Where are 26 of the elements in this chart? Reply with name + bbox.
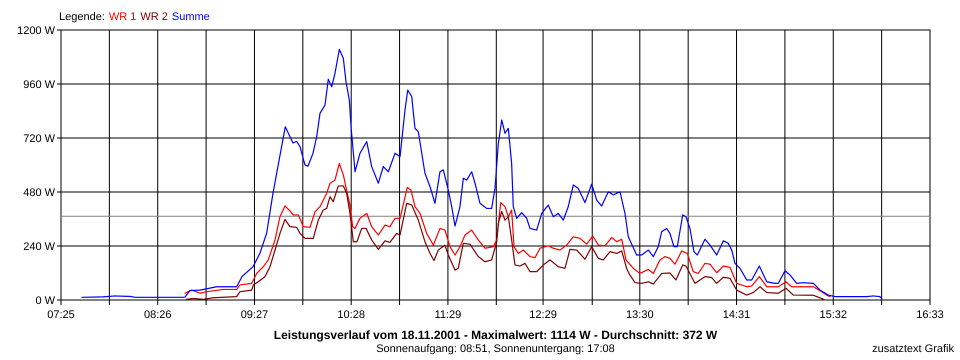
- y-tick-label: 0 W: [35, 295, 56, 307]
- y-tick-label: 960 W: [23, 79, 56, 91]
- text: zusatztext Grafik: [872, 343, 954, 355]
- x-tick-label: 12:29: [529, 309, 557, 321]
- x-tick-label: 15:32: [820, 309, 848, 321]
- line-series: [184, 162, 831, 298]
- y-tick-label: 1200 W: [17, 25, 56, 37]
- y-tick-label: 240 W: [23, 241, 56, 253]
- text: Leistungsverlauf vom 18.11.2001 - Maximalwert: 1114 W - Durchschnitt: 372 W: [274, 328, 718, 342]
- text: Summe: [172, 11, 210, 23]
- line-series: [186, 185, 826, 301]
- line-series: [81, 48, 882, 300]
- x-tick-label: 13:30: [626, 309, 654, 321]
- legend-title: Legende:: [59, 11, 105, 23]
- x-tick-label: 16:33: [916, 309, 944, 321]
- x-tick-label: 10:28: [337, 309, 365, 321]
- y-tick-label: 480 W: [23, 187, 56, 199]
- text: WR 2: [140, 11, 168, 23]
- text: WR 1: [108, 11, 136, 23]
- x-tick-label: 11:29: [434, 309, 462, 321]
- x-tick-label: 14:31: [722, 309, 750, 321]
- text: Sonnenaufgang: 08:51, Sonnenuntergang: 17:08: [376, 343, 615, 355]
- x-tick-label: 09:27: [240, 309, 268, 321]
- y-tick-label: 720 W: [23, 133, 56, 145]
- x-tick-label: 07:25: [47, 309, 75, 321]
- x-tick-label: 08:26: [144, 309, 172, 321]
